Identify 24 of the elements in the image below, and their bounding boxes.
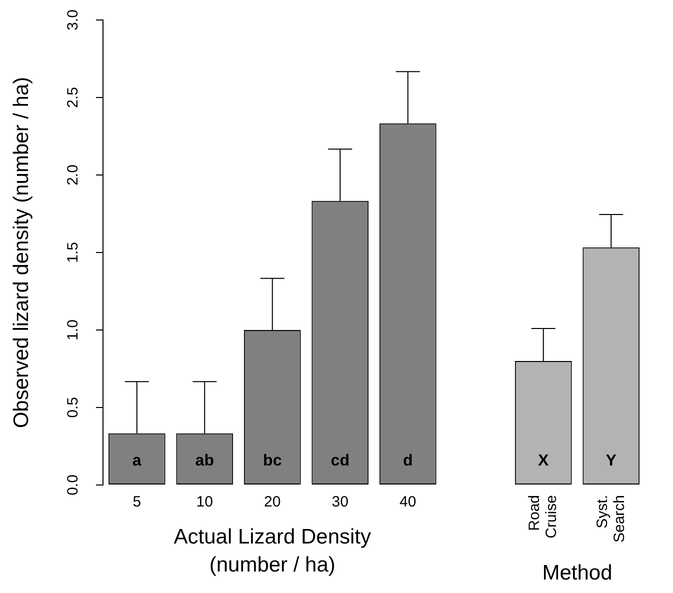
- y-tick-label: 2.0: [64, 164, 82, 186]
- data-label: d: [402, 452, 413, 470]
- x-tick-label: 5: [132, 494, 142, 511]
- y-tick-label: 1.5: [64, 242, 82, 263]
- data-label: bc: [263, 452, 282, 470]
- y-tick-label: 3.0: [64, 10, 82, 30]
- y-tick-label: 2.5: [64, 87, 82, 108]
- x-tick-label: Road Cruise: [526, 495, 560, 538]
- y-tick-label: 0.5: [64, 397, 82, 418]
- x-tick-label: 30: [332, 494, 348, 511]
- data-label: ab: [195, 452, 214, 470]
- x-tick-label: 10: [196, 494, 213, 511]
- y-tick-label: 1.0: [64, 320, 82, 340]
- x-axis-title: Actual Lizard Density (number / ha): [174, 525, 372, 576]
- data-label: Y: [606, 452, 617, 470]
- data-label: a: [132, 452, 142, 470]
- y-tick-label: 0.0: [64, 474, 82, 496]
- data-label: cd: [330, 452, 350, 470]
- x-tick-label: 40: [400, 494, 416, 511]
- x-tick-label: 20: [264, 494, 281, 511]
- data-label: X: [538, 452, 550, 470]
- text: Method: [542, 561, 612, 584]
- x-tick-label: Syst. Search: [594, 495, 628, 543]
- y-axis-title: Observed lizard density (number / ha): [10, 76, 33, 428]
